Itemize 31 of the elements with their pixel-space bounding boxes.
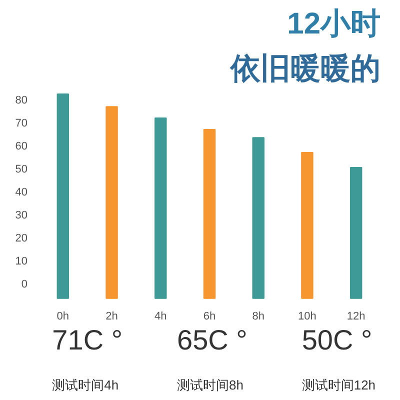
text: 测试时间8h [177,378,244,392]
bar [154,118,167,299]
x-tick-label: 2h [106,310,118,322]
y-tick-label: 20 [15,232,28,244]
y-tick-label: 70 [15,118,28,130]
y-tick-label: 0 [21,278,28,290]
text: 测试时间12h [302,378,376,392]
y-tick-label: 10 [15,255,28,268]
y-tick-label: 50 [15,164,28,176]
y-tick-label: 30 [15,210,28,222]
chart-title: 12小时 [287,8,381,40]
x-tick-label: 6h [203,310,216,322]
text: 71C ° [52,324,123,356]
chart-subtitle: 依旧暖暖的 [230,52,380,86]
y-tick-label: 40 [15,186,28,199]
y-tick-label: 80 [15,94,28,107]
text: 50C ° [302,324,372,356]
bar [106,106,118,299]
bar [252,137,264,299]
x-tick-label: 0h [56,310,70,322]
x-tick-label: 12h [346,310,366,322]
x-tick-label: 8h [252,310,264,322]
bar [56,93,70,299]
text: 测试时间4h [52,378,119,392]
text: 65C ° [177,324,248,356]
bar [350,166,362,299]
y-tick-label: 60 [15,140,28,153]
x-tick-label: 4h [154,310,167,322]
bar [301,152,314,299]
x-tick-label: 10h [298,310,316,322]
bar [203,129,216,299]
